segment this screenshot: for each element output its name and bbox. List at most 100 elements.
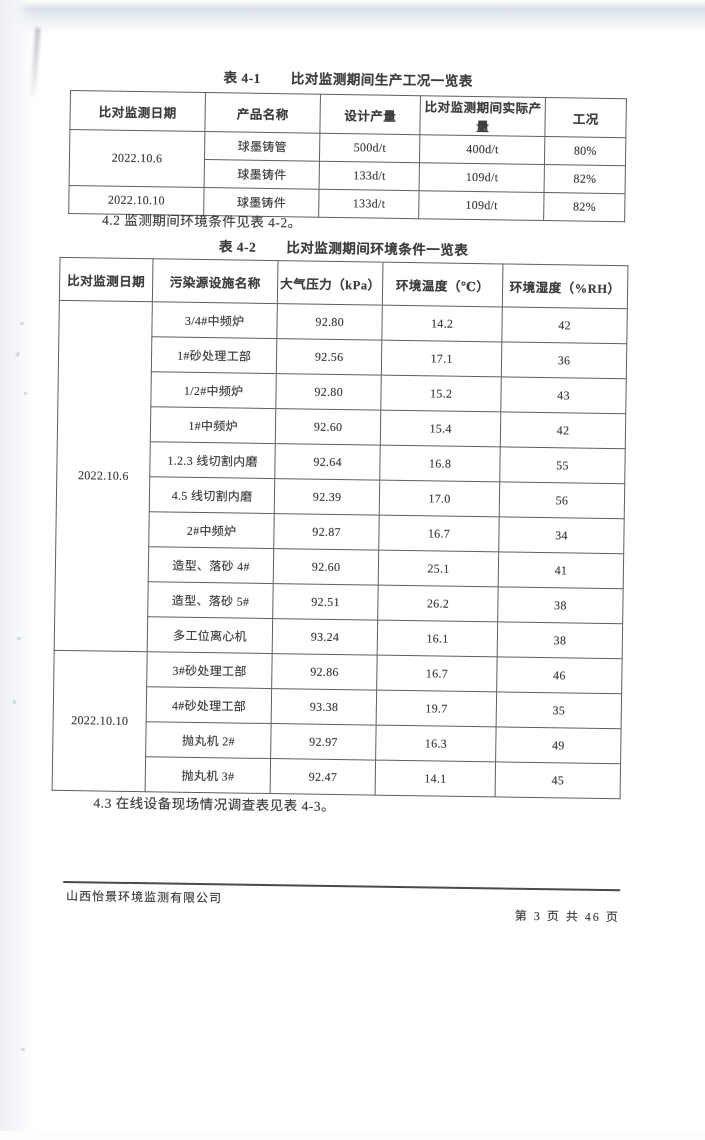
table-cell: 4#砂处理工部 [146,686,272,724]
table-cell: 球墨铸件 [204,159,320,190]
table-row: 2022.10.10 3#砂处理工部 92.86 16.7 46 [52,650,623,792]
table-cell: 14.1 [375,760,496,797]
table-cell: 92.86 [271,653,378,691]
table-cell: 133d/t [319,161,420,191]
table-title-text: 比对监测期间生产工况一览表 [290,71,473,89]
table-cell: 92.80 [276,303,383,341]
table-cell: 49 [495,726,622,764]
table-cell: 93.38 [271,688,377,726]
table-cell: 15.4 [380,410,501,447]
column-header: 环境温度（℃） [382,262,503,307]
table-cell: 16.8 [379,445,501,482]
table-cell: 92.80 [275,373,382,411]
table-cell: 16.1 [377,620,498,657]
table-cell: 17.0 [379,480,500,517]
table-title-text: 比对监测期间环境条件一览表 [286,240,469,258]
table-cell: 1#砂处理工部 [151,336,277,374]
table-cell: 45 [495,761,621,799]
table-cell: 35 [496,691,622,729]
table-cell: 42 [501,306,628,344]
table-cell: 92.87 [273,513,380,551]
column-header: 污染源设施名称 [152,258,279,304]
date-cell: 2022.10.6 [69,129,205,188]
table-cell: 16.7 [376,655,498,692]
table-cell: 26.2 [377,585,499,622]
table-cell: 46 [496,656,623,694]
column-header: 比对监测期间实际产量 [420,95,546,137]
table-cell: 38 [497,586,624,624]
table-cell: 造型、落砂 5# [147,581,274,619]
section-4-3-text: 4.3 在线设备现场情况调查表见表 4-3。 [93,795,336,815]
scan-edge-left [0,0,34,1131]
table-cell: 133d/t [318,189,420,219]
table-cell: 80% [544,136,626,166]
environment-table: 比对监测日期 污染源设施名称 大气压力（kPa） 环境温度（℃） 环境湿度（%R… [52,257,629,799]
date-cell: 2022.10.6 [54,300,153,652]
table-cell: 16.7 [378,515,500,552]
scan-speck [21,1048,25,1051]
table-cell: 109d/t [418,190,545,221]
table-cell: 17.1 [381,340,502,377]
table-cell: 42 [500,411,626,449]
scan-edge-top [0,0,705,34]
table-cell: 92.60 [275,408,381,446]
production-table-title: 表 4-1 比对监测期间生产工况一览表 [70,64,626,92]
table-cell: 抛丸机 2# [145,721,272,759]
column-header: 比对监测日期 [59,257,154,302]
date-cell: 2022.10.10 [52,650,148,792]
column-header: 比对监测日期 [69,90,206,132]
column-header: 大气压力（kPa） [277,260,384,306]
table-cell: 41 [498,551,624,589]
scan-speck [13,700,16,704]
table-number-label: 表 4-2 [218,239,257,255]
scan-speck [20,322,24,325]
table-cell: 34 [498,516,625,554]
table-cell: 16.3 [375,725,497,762]
table-cell: 82% [543,192,626,222]
column-header: 产品名称 [204,92,321,134]
scan-speck [17,637,21,640]
table-cell: 82% [544,164,626,194]
table-cell: 多工位离心机 [147,616,273,654]
table-cell: 93.24 [272,618,378,656]
table-cell: 3/4#中频炉 [151,301,278,339]
table-cell: 14.2 [381,305,503,342]
table-cell: 109d/t [419,162,545,193]
environment-table-title: 表 4-2 比对监测期间环境条件一览表 [60,233,628,261]
table-cell: 2#中频炉 [148,511,275,549]
column-header: 环境湿度（%RH） [502,263,628,309]
table-cell: 3#砂处理工部 [146,651,273,689]
table-cell: 92.97 [270,723,377,761]
table-cell: 球墨铸管 [204,131,321,162]
table-cell: 92.60 [273,548,379,586]
table-cell: 92.56 [276,338,382,376]
table-cell: 25.1 [378,550,499,587]
table-cell: 400d/t [419,134,546,165]
table-cell: 92.64 [274,443,381,481]
production-table: 比对监测日期 产品名称 设计产量 比对监测期间实际产量 工况 2022.10.6… [68,90,627,222]
table-cell: 55 [499,446,626,484]
table-row: 2022.10.6 3/4#中频炉 92.80 14.2 42 [54,300,628,652]
table-cell: 15.2 [380,375,502,412]
section-4-2-text: 4.2 监测期间环境条件见表 4-2。 [101,212,302,231]
table-cell: 56 [499,481,625,519]
table-cell: 92.51 [272,583,379,621]
footer-company-name: 山西怡景环境监测有限公司 [65,889,223,906]
column-header: 设计产量 [320,94,421,135]
table-cell: 4.5 线切割内磨 [149,476,275,514]
table-cell: 抛丸机 3# [145,756,271,794]
table-cell: 1#中频炉 [150,406,276,444]
table-cell: 1/2#中频炉 [150,371,277,409]
table-cell: 500d/t [319,133,421,163]
table-cell: 92.39 [274,478,380,516]
table-cell: 38 [497,621,623,659]
table-cell: 1.2.3 线切割内磨 [149,441,276,479]
table-cell: 92.47 [270,758,376,796]
column-header: 工况 [545,97,627,138]
table-cell: 造型、落砂 4# [148,546,274,584]
table-cell: 43 [500,376,627,414]
footer-page-number: 第 3 页 共 46 页 [514,908,620,925]
table-number-label: 表 4-1 [223,70,261,86]
